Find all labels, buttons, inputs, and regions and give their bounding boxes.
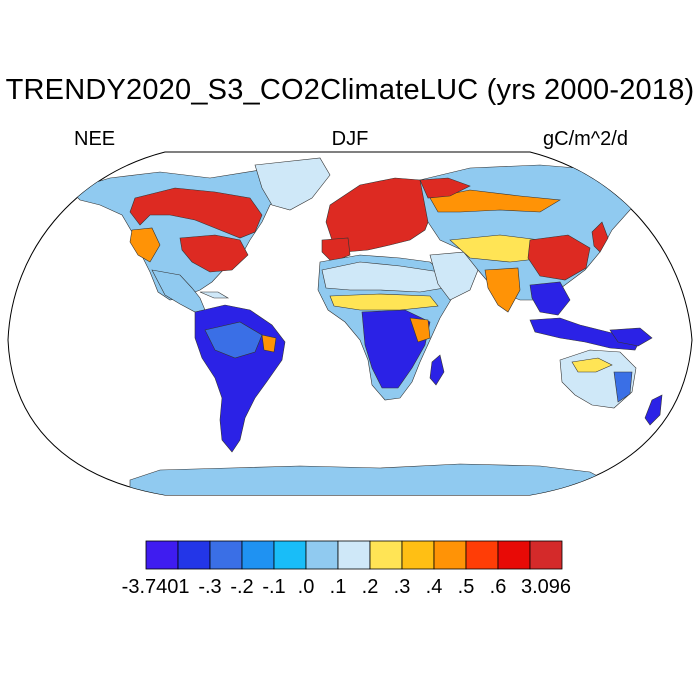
colorbar-swatch-12 (529, 540, 563, 570)
greenland (254, 157, 331, 211)
siberia-source-band (429, 189, 561, 213)
sahel-source-band (329, 293, 439, 311)
colorbar-swatch-0 (145, 540, 179, 570)
north-america-source-band (129, 187, 263, 239)
australia-north-source (571, 357, 613, 373)
central-africa-sink (361, 309, 431, 389)
colorbar-swatch-5 (305, 540, 339, 570)
colorbar-tick-label: -.3 (198, 576, 222, 598)
season-label: DJF (331, 128, 369, 150)
colorbar-swatch-4 (273, 540, 307, 570)
brazil-source-spot (261, 334, 277, 353)
colorbar-tick-label: .1 (329, 576, 347, 598)
cuba (199, 291, 230, 299)
china-source (527, 234, 591, 281)
colorbar-tick-label: .0 (297, 576, 315, 598)
colorbar-swatch-8 (401, 540, 435, 570)
colorbar-swatch-3 (241, 540, 275, 570)
antarctica (129, 463, 621, 495)
colorbar-swatch-1 (177, 540, 211, 570)
sahara-near-zero (321, 261, 445, 293)
russia-source-strong (419, 177, 471, 199)
colorbar-tick-label: .4 (425, 576, 443, 598)
colorbar-tick-label: -3.7401 (121, 576, 190, 598)
colorbar-swatch-9 (433, 540, 467, 570)
colorbar-tick-label: .5 (457, 576, 475, 598)
colorbar-tick-label: .3 (393, 576, 411, 598)
australia-east-sink (613, 371, 633, 403)
colorbar-tick-label: 3.096 (520, 576, 572, 598)
new-zealand (644, 394, 663, 426)
map-title: TRENDY2020_S3_CO2ClimateLUC (yrs 2000-20… (5, 74, 695, 106)
colorbar-tick-label: .2 (361, 576, 379, 598)
colorbar-tick-label: -.1 (262, 576, 286, 598)
colorbar-swatch-2 (209, 540, 243, 570)
india (484, 267, 521, 313)
colorbar-swatch-10 (465, 540, 499, 570)
units-label: gC/m^2/d (543, 128, 628, 150)
colorbar-tick-label: -.2 (230, 576, 254, 598)
us-west-source (129, 227, 161, 263)
us-east-source (179, 234, 249, 273)
colorbar-tick-label: .6 (489, 576, 507, 598)
southeast-asia-sink (529, 281, 571, 316)
colorbar-swatches (145, 540, 563, 570)
amazon-mid (204, 321, 263, 359)
new-guinea (609, 327, 653, 347)
east-africa-source (409, 317, 431, 343)
variable-label: NEE (74, 128, 116, 150)
japan (591, 221, 609, 253)
colorbar-swatch-7 (369, 540, 403, 570)
colorbar-swatch-6 (337, 540, 371, 570)
colorbar-swatch-11 (497, 540, 531, 570)
madagascar (429, 354, 445, 386)
